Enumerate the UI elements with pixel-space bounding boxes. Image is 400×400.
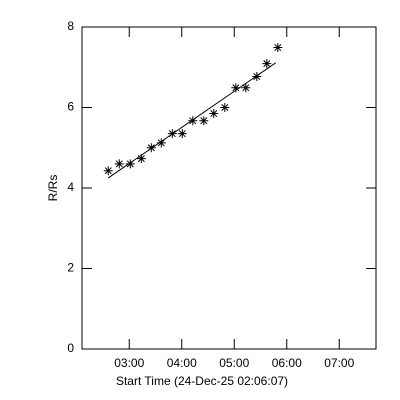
y-tick-label: 0 xyxy=(67,341,74,355)
data-point xyxy=(220,103,230,112)
x-tick-label: 07:00 xyxy=(324,356,354,370)
y-tick-label: 4 xyxy=(67,180,74,194)
data-point xyxy=(156,138,166,148)
data-point xyxy=(136,154,146,164)
x-axis-label: Start Time (24-Dec-25 02:06:07) xyxy=(116,374,288,388)
data-point xyxy=(103,166,113,176)
data-point xyxy=(188,116,198,126)
plot-frame xyxy=(81,26,377,350)
y-tick-label: 8 xyxy=(67,19,74,33)
data-point xyxy=(252,72,262,82)
x-tick-label: 05:00 xyxy=(219,356,249,370)
data-point xyxy=(231,83,241,93)
x-tick-label: 03:00 xyxy=(114,356,144,370)
x-tick-label: 06:00 xyxy=(272,356,302,370)
data-point xyxy=(209,109,219,119)
fit-line xyxy=(107,62,277,179)
x-tick-label: 04:00 xyxy=(167,356,197,370)
y-tick-label: 6 xyxy=(67,100,74,114)
data-point xyxy=(262,59,272,69)
y-axis-label: R/Rs xyxy=(46,175,60,202)
data-point xyxy=(199,116,209,126)
data-point xyxy=(114,159,124,169)
y-tick-label: 2 xyxy=(67,261,74,275)
data-point xyxy=(177,129,187,139)
data-point xyxy=(273,43,283,53)
data-point xyxy=(125,159,135,169)
data-point xyxy=(241,83,251,93)
